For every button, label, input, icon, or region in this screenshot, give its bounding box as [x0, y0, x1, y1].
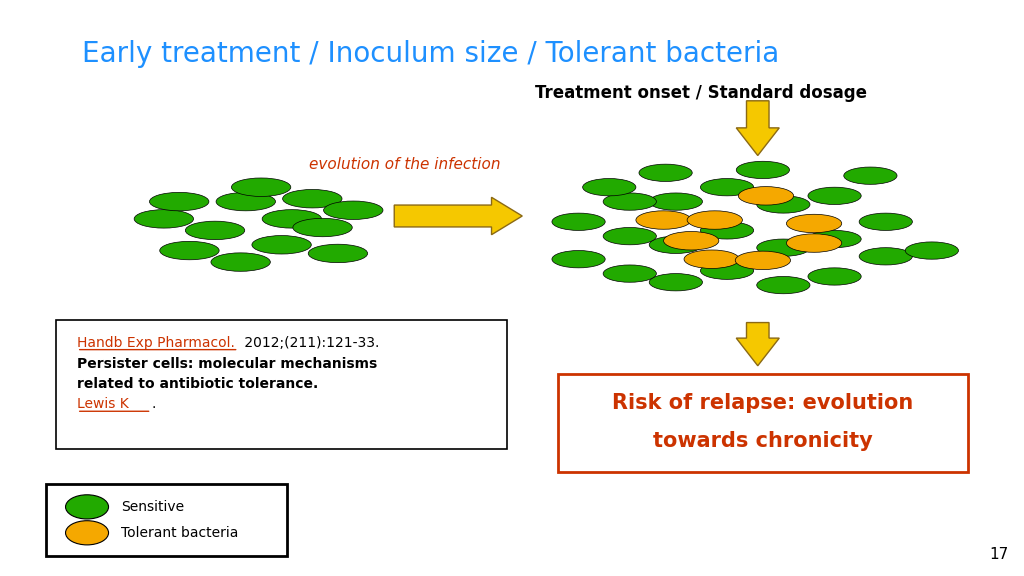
- Ellipse shape: [736, 161, 790, 179]
- Text: Risk of relapse: evolution: Risk of relapse: evolution: [612, 393, 913, 413]
- Ellipse shape: [786, 234, 842, 252]
- Ellipse shape: [905, 242, 958, 259]
- Ellipse shape: [293, 218, 352, 237]
- Text: 17: 17: [989, 547, 1009, 562]
- FancyBboxPatch shape: [558, 374, 968, 472]
- Ellipse shape: [687, 211, 742, 229]
- Ellipse shape: [552, 213, 605, 230]
- Text: Early treatment / Inoculum size / Tolerant bacteria: Early treatment / Inoculum size / Tolera…: [82, 40, 779, 69]
- Ellipse shape: [664, 232, 719, 250]
- Text: towards chronicity: towards chronicity: [653, 431, 872, 450]
- FancyBboxPatch shape: [56, 320, 507, 449]
- Text: Persister cells: molecular mechanisms: Persister cells: molecular mechanisms: [77, 357, 377, 371]
- Ellipse shape: [231, 178, 291, 196]
- Ellipse shape: [211, 253, 270, 271]
- Ellipse shape: [552, 251, 605, 268]
- Ellipse shape: [66, 521, 109, 545]
- Ellipse shape: [252, 236, 311, 254]
- Text: evolution of the infection: evolution of the infection: [308, 157, 501, 172]
- Ellipse shape: [649, 236, 702, 253]
- Ellipse shape: [185, 221, 245, 240]
- Ellipse shape: [308, 244, 368, 263]
- Ellipse shape: [684, 250, 739, 268]
- Ellipse shape: [66, 495, 109, 519]
- FancyArrow shape: [736, 323, 779, 366]
- Text: related to antibiotic tolerance.: related to antibiotic tolerance.: [77, 377, 318, 391]
- Ellipse shape: [859, 248, 912, 265]
- Ellipse shape: [216, 192, 275, 211]
- Ellipse shape: [757, 196, 810, 213]
- Text: Tolerant bacteria: Tolerant bacteria: [121, 526, 239, 540]
- Ellipse shape: [700, 222, 754, 239]
- Ellipse shape: [700, 179, 754, 196]
- Ellipse shape: [808, 268, 861, 285]
- FancyBboxPatch shape: [46, 484, 287, 556]
- Ellipse shape: [859, 213, 912, 230]
- Ellipse shape: [150, 192, 209, 211]
- Ellipse shape: [583, 179, 636, 196]
- Ellipse shape: [324, 201, 383, 219]
- FancyArrow shape: [736, 101, 779, 156]
- FancyArrow shape: [394, 198, 522, 235]
- Ellipse shape: [808, 230, 861, 248]
- Ellipse shape: [603, 228, 656, 245]
- Ellipse shape: [757, 239, 810, 256]
- Ellipse shape: [134, 210, 194, 228]
- Ellipse shape: [700, 262, 754, 279]
- Ellipse shape: [603, 193, 656, 210]
- Text: .: .: [152, 397, 156, 411]
- Ellipse shape: [636, 211, 691, 229]
- Ellipse shape: [738, 187, 794, 205]
- Ellipse shape: [649, 274, 702, 291]
- Text: Sensitive: Sensitive: [121, 500, 184, 514]
- Text: 2012;(211):121-33.: 2012;(211):121-33.: [240, 336, 379, 350]
- Ellipse shape: [603, 265, 656, 282]
- Ellipse shape: [649, 193, 702, 210]
- Ellipse shape: [808, 187, 861, 204]
- Ellipse shape: [735, 251, 791, 270]
- Ellipse shape: [757, 276, 810, 294]
- Ellipse shape: [283, 190, 342, 208]
- Text: Lewis K: Lewis K: [77, 397, 129, 411]
- Ellipse shape: [639, 164, 692, 181]
- Ellipse shape: [844, 167, 897, 184]
- Ellipse shape: [262, 210, 322, 228]
- Ellipse shape: [160, 241, 219, 260]
- Ellipse shape: [786, 214, 842, 233]
- Text: Handb Exp Pharmacol.: Handb Exp Pharmacol.: [77, 336, 234, 350]
- Text: Treatment onset / Standard dosage: Treatment onset / Standard dosage: [536, 84, 867, 101]
